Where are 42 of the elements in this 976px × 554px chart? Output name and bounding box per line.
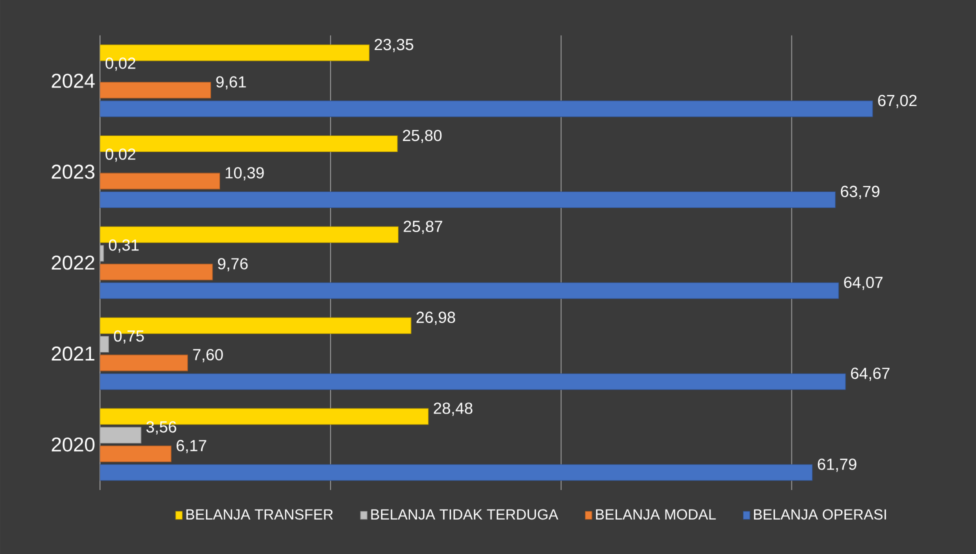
data-label: 9,61: [216, 76, 246, 90]
bar: [100, 264, 213, 280]
legend-label: BELANJA MODAL: [596, 509, 716, 520]
bar: [100, 82, 212, 98]
bar: [100, 336, 109, 353]
data-label: 0,31: [108, 239, 139, 253]
bar: [100, 354, 188, 372]
data-label: 64,67: [851, 368, 890, 381]
data-label: 63,79: [840, 186, 880, 200]
bar: [100, 464, 813, 481]
data-label: 23,35: [374, 38, 414, 52]
data-label: 64,07: [844, 276, 883, 290]
bar: [100, 373, 846, 390]
data-label: 3,56: [146, 421, 176, 434]
bar: [100, 282, 839, 299]
data-label: 25,80: [402, 130, 442, 144]
y-tick-label: 2022: [52, 256, 94, 270]
data-label: 25,87: [404, 220, 442, 234]
data-label: 7,60: [193, 349, 223, 362]
legend-label: BELANJA OPERASI: [754, 509, 886, 520]
data-label: 61,79: [818, 458, 856, 472]
bar: [100, 191, 836, 208]
data-label: 10,39: [226, 167, 264, 180]
data-label: 0,75: [114, 330, 144, 344]
bar: [100, 446, 172, 462]
legend-label: BELANJA TIDAK TERDUGA: [371, 509, 558, 520]
data-label: 28,48: [434, 402, 472, 416]
data-label: 0,02: [106, 58, 136, 71]
bar: [100, 245, 104, 262]
y-tick-label: 2020: [52, 437, 94, 452]
data-label: 67,02: [878, 94, 917, 108]
y-tick-label: 2024: [52, 74, 95, 88]
data-label: 6,17: [176, 440, 206, 454]
data-label: 9,76: [218, 258, 248, 272]
y-tick-label: 2023: [52, 164, 94, 179]
bar: [100, 426, 142, 444]
data-label: 26,98: [416, 312, 456, 325]
data-label: 0,02: [106, 148, 136, 162]
legend-label: BELANJA TRANSFER: [186, 509, 333, 520]
bar: [100, 100, 873, 118]
bar: [100, 172, 220, 190]
y-tick-label: 2021: [52, 346, 94, 361]
